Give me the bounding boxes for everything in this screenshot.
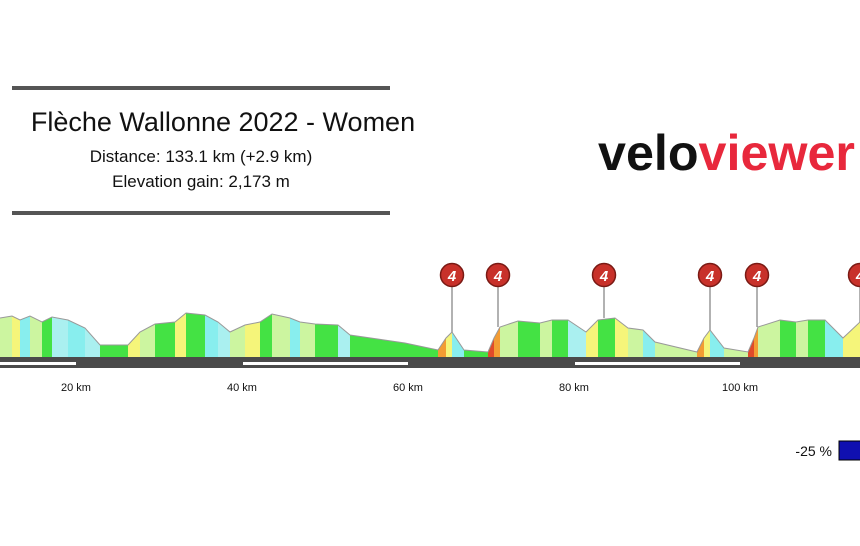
km-label: 100 km <box>722 382 758 394</box>
logo-velo: velo <box>598 125 699 181</box>
distance-bar <box>0 357 860 368</box>
profile-segment <box>780 320 796 357</box>
climb-category: 4 <box>705 268 715 285</box>
climb-category: 4 <box>752 268 762 285</box>
profile-segment <box>540 320 552 357</box>
profile-segment <box>205 315 218 357</box>
profile-segment <box>12 316 20 357</box>
climb-badge <box>591 262 617 288</box>
logo: veloviewer <box>598 125 855 181</box>
profile-segment <box>796 320 808 357</box>
distance: Distance: 133.1 km (+2.9 km) <box>90 147 313 166</box>
distance-stripe <box>575 362 740 365</box>
profile-segment <box>724 348 748 357</box>
profile-segment <box>808 320 825 357</box>
legend-label: -25 % <box>795 443 832 459</box>
profile-segment <box>186 313 205 357</box>
profile-segment <box>446 332 452 357</box>
profile-segment <box>494 327 500 357</box>
profile-segment <box>655 342 697 357</box>
profile-segment <box>20 316 30 357</box>
km-label: 40 km <box>227 382 257 394</box>
km-label: 60 km <box>393 382 423 394</box>
profile-segment <box>438 338 446 357</box>
profile-segment <box>0 316 12 357</box>
distance-stripe <box>0 362 76 365</box>
profile-segment <box>697 338 704 357</box>
profile-segment <box>155 322 175 357</box>
legend-swatch <box>838 440 860 461</box>
profile-segment <box>315 324 338 357</box>
profile-segment <box>30 316 42 357</box>
profile-segment <box>260 314 272 357</box>
profile-segment <box>405 343 438 357</box>
profile-segment <box>754 327 758 357</box>
profile-segment <box>350 335 405 357</box>
profile-segment <box>758 320 780 357</box>
header-rule <box>12 211 390 215</box>
km-label: 20 km <box>61 382 91 394</box>
climb-badge <box>439 262 465 288</box>
climb-category: 4 <box>493 268 503 285</box>
profile-segment <box>85 328 100 357</box>
profile-segment <box>128 332 140 357</box>
profile-segment <box>825 320 843 357</box>
profile-segment <box>552 320 568 357</box>
profile-segment <box>643 330 655 357</box>
profile-segment <box>245 322 260 357</box>
profile-segment <box>710 330 724 357</box>
profile-segment <box>500 321 518 357</box>
profile-segment <box>68 320 85 357</box>
profile-segment <box>615 318 628 357</box>
profile-segment <box>843 322 860 357</box>
climb-badge <box>744 262 770 288</box>
profile-segment <box>218 322 230 357</box>
km-label: 80 km <box>559 382 589 394</box>
profile-segment <box>52 317 68 357</box>
profile-segment <box>300 322 315 357</box>
profile-segment <box>175 313 186 357</box>
distance-stripe <box>243 362 408 365</box>
climb-category: 4 <box>599 268 609 285</box>
climb-category: 4 <box>855 268 860 285</box>
profile-segment <box>452 332 464 357</box>
profile-segment <box>42 317 52 357</box>
profile-segment <box>272 314 290 357</box>
profile-segment <box>140 324 155 357</box>
climb-badge <box>697 262 723 288</box>
climb-badge <box>847 262 860 288</box>
profile-segment <box>628 328 643 357</box>
profile-segment <box>598 318 615 357</box>
profile-segment <box>230 325 245 357</box>
profile-segment <box>100 345 128 357</box>
elevation-gain: Elevation gain: 2,173 m <box>112 172 290 191</box>
profile-segment <box>290 318 300 357</box>
profile-segment <box>518 321 540 357</box>
logo-viewer: viewer <box>699 125 855 181</box>
header-rule <box>12 86 390 90</box>
title: Flèche Wallonne 2022 - Women <box>31 107 415 137</box>
climb-category: 4 <box>447 268 457 285</box>
climb-markers: 4 4 4 4 4 4 <box>439 262 860 332</box>
climb-badge <box>485 262 511 288</box>
profile-outline <box>0 312 860 353</box>
profile <box>0 312 860 357</box>
